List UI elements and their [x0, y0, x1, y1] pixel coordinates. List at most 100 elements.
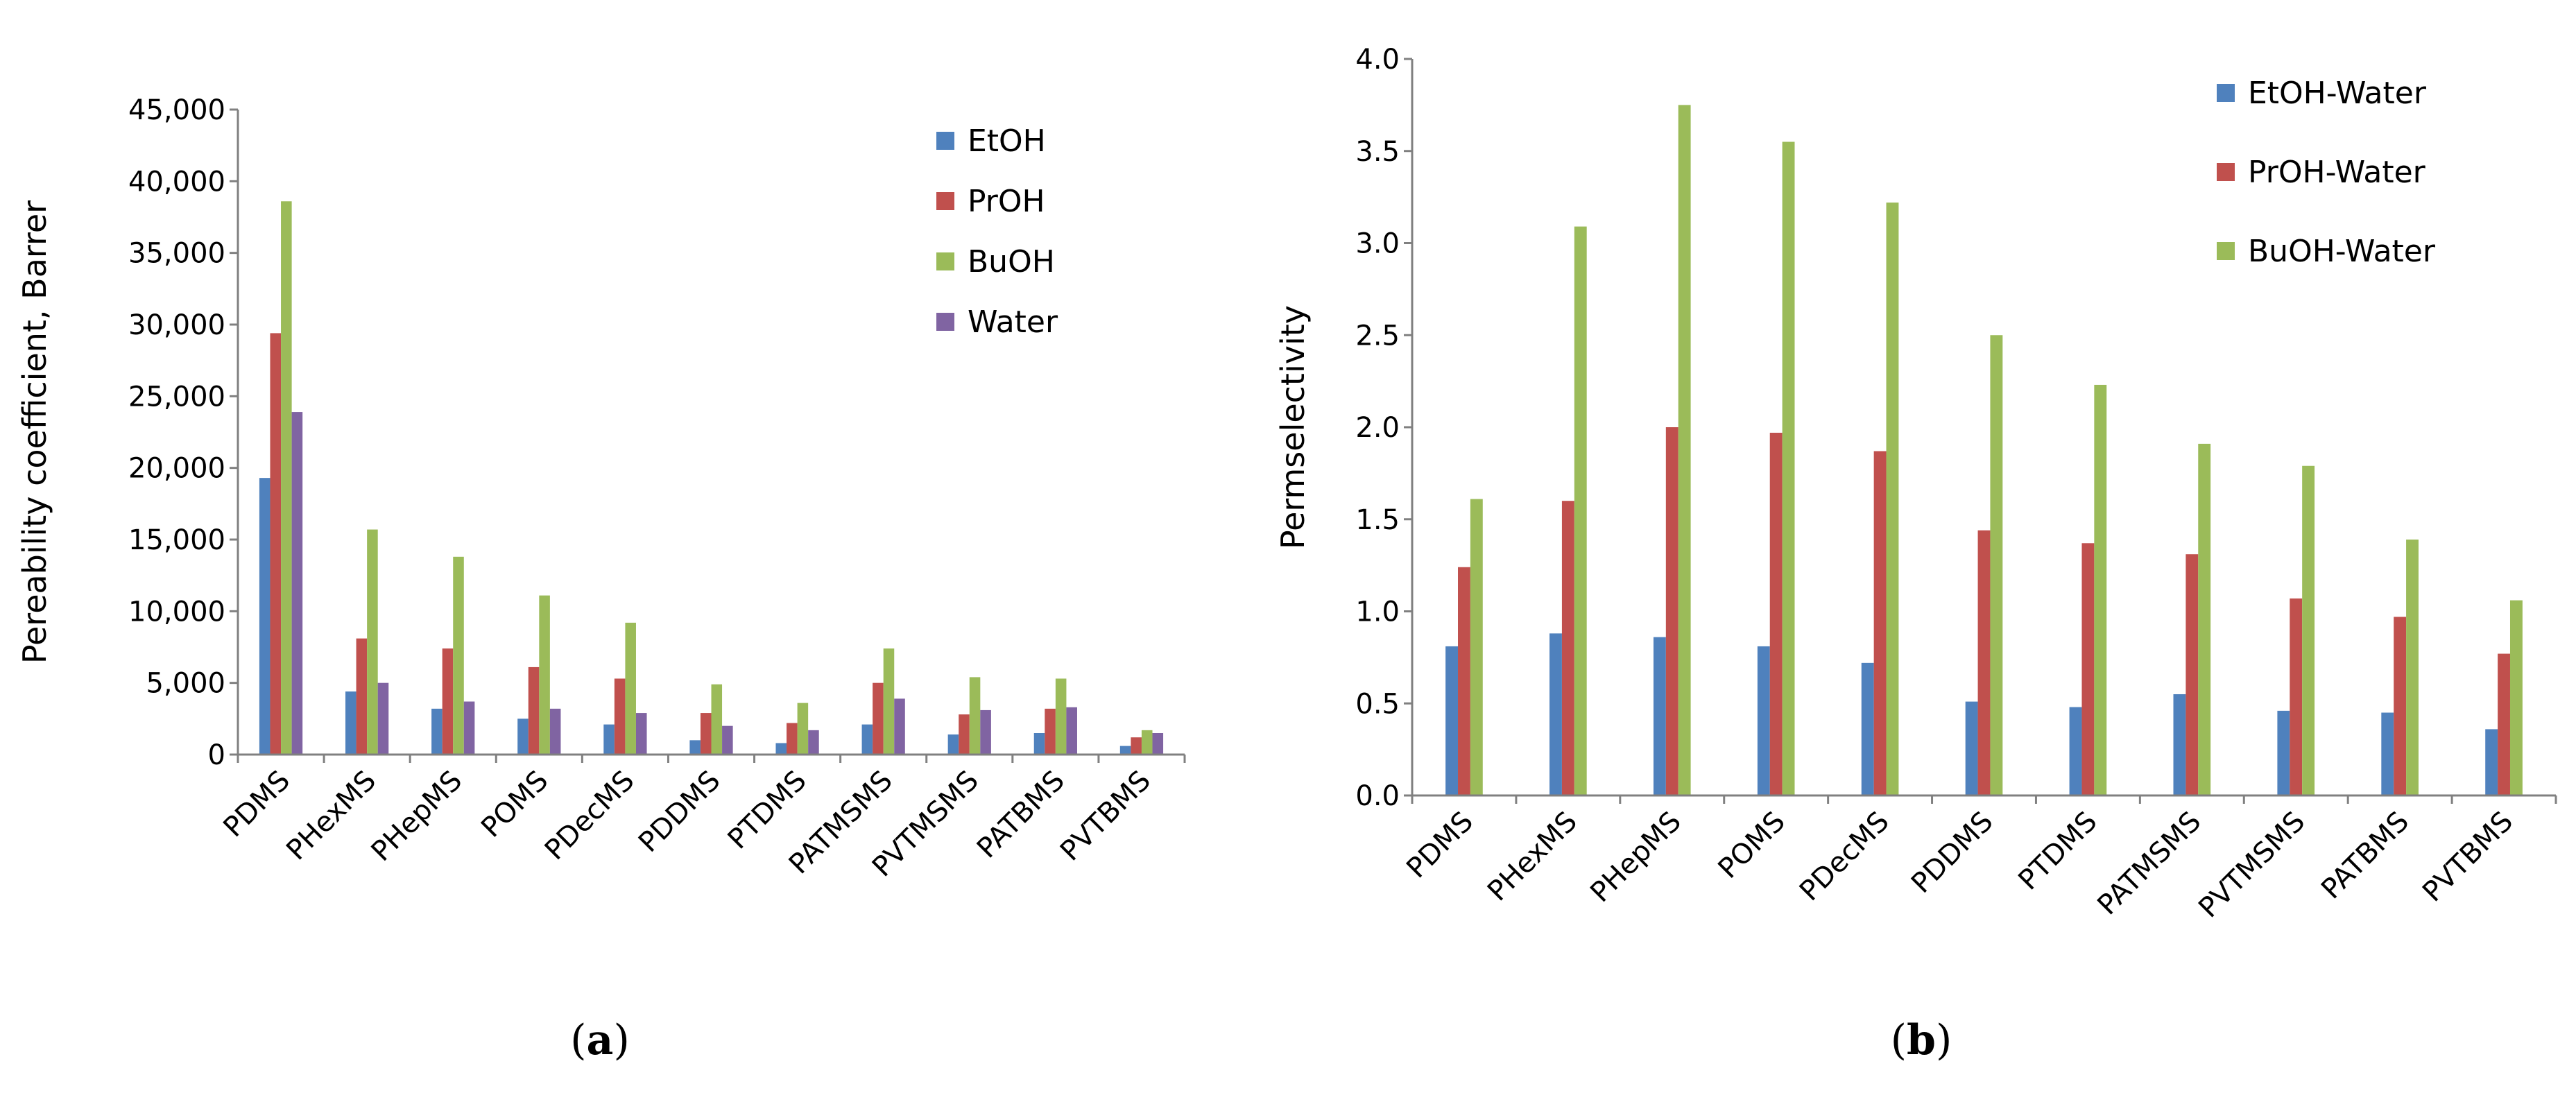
- y-tick-label: 1.0: [1355, 596, 1400, 628]
- bar-proh-phexms: [356, 638, 368, 755]
- bar-buoh-water-phexms: [1574, 226, 1587, 795]
- bar-etoh-poms: [517, 718, 529, 755]
- x-tick-label: PHepMS: [366, 765, 469, 868]
- bar-etoh-patmsms: [861, 724, 873, 755]
- legend-swatch: [936, 252, 954, 270]
- bar-proh-poms: [528, 666, 540, 755]
- bar-buoh-water-patmsms: [2198, 443, 2211, 795]
- bar-proh-pddms: [700, 713, 712, 755]
- bar-etoh-pvtmsms: [947, 734, 959, 755]
- bar-proh-pdms: [270, 333, 282, 755]
- bar-etoh-ptdms: [775, 743, 787, 755]
- bar-etoh-water-pvtbms: [2485, 729, 2498, 795]
- y-tick-label: 35,000: [128, 238, 225, 270]
- x-tick-label: PHexMS: [280, 765, 382, 867]
- bar-buoh-water-poms: [1782, 141, 1795, 796]
- bar-buoh-water-phepms: [1678, 105, 1691, 796]
- x-tick-label: PATMSMS: [2091, 806, 2207, 922]
- bar-buoh-water-pvtbms: [2509, 600, 2523, 795]
- bar-proh-water-pddms: [1977, 530, 1991, 795]
- bar-etoh-water-pdecms: [1861, 662, 1874, 795]
- y-tick-label: 45,000: [128, 94, 225, 126]
- panel-label: (a): [570, 1016, 630, 1065]
- bar-proh-pvtbms: [1131, 737, 1142, 755]
- y-tick-label: 25,000: [128, 381, 225, 413]
- legend-swatch: [936, 192, 954, 210]
- bar-proh-water-patmsms: [2186, 554, 2199, 795]
- bar-proh-water-pvtmsms: [2290, 598, 2303, 795]
- y-tick-label: 40,000: [128, 166, 225, 198]
- bar-buoh-pdecms: [625, 622, 636, 755]
- bar-proh-patbms: [1045, 708, 1056, 755]
- bar-buoh-pvtbms: [1141, 730, 1153, 755]
- bar-proh-pdecms: [614, 678, 626, 755]
- bar-buoh-pvtmsms: [969, 677, 981, 755]
- x-tick-label: PVTBMS: [2416, 806, 2519, 909]
- y-axis-title: Pereability coefficient, Barrer: [16, 200, 53, 664]
- y-tick-label: 15,000: [128, 524, 225, 556]
- x-tick-label: PDDMS: [1905, 806, 1999, 900]
- bar-etoh-pdms: [259, 478, 271, 755]
- bar-proh-water-pdms: [1458, 567, 1470, 795]
- bar-buoh-water-patbms: [2406, 539, 2419, 795]
- legend-label: Water: [968, 304, 1058, 340]
- bar-proh-water-phepms: [1665, 427, 1678, 795]
- legend-swatch: [936, 132, 954, 150]
- bar-water-pvtbms: [1152, 733, 1164, 755]
- bar-buoh-ptdms: [797, 703, 809, 755]
- bar-proh-phepms: [442, 648, 454, 755]
- y-tick-label: 2.0: [1355, 412, 1400, 444]
- bar-proh-water-pdecms: [1873, 451, 1887, 795]
- y-tick-label: 20,000: [128, 453, 225, 485]
- x-tick-label: PVTMSMS: [2192, 806, 2311, 924]
- bar-etoh-pdecms: [603, 724, 615, 755]
- bar-etoh-phexms: [345, 691, 357, 755]
- legend-label: EtOH: [968, 123, 1046, 159]
- bar-proh-water-pvtbms: [2498, 653, 2510, 795]
- bar-water-patbms: [1066, 707, 1077, 755]
- x-tick-label: PDDMS: [633, 765, 726, 859]
- legend: EtOH PrOH BuOH Water: [936, 123, 1058, 340]
- bars: [259, 201, 1164, 755]
- bar-water-patmsms: [894, 698, 905, 755]
- bar-etoh-water-ptdms: [2069, 707, 2082, 795]
- y-tick-label: 4.0: [1355, 44, 1400, 76]
- bar-etoh-pddms: [689, 740, 701, 755]
- legend-swatch: [936, 313, 954, 331]
- bar-etoh-phepms: [431, 708, 443, 755]
- x-tick-label: PTDMS: [2012, 806, 2103, 897]
- bar-buoh-water-pvtmsms: [2302, 465, 2315, 795]
- x-tick-label: POMS: [1712, 806, 1792, 885]
- bar-water-pvtmsms: [980, 709, 991, 755]
- bar-etoh-pvtbms: [1119, 746, 1131, 755]
- legend-label: PrOH-Water: [2248, 155, 2426, 190]
- bar-etoh-water-poms: [1757, 646, 1770, 795]
- y-tick-label: 3.0: [1355, 228, 1400, 260]
- x-tick-label: PHepMS: [1584, 806, 1688, 909]
- bar-buoh-patmsms: [883, 648, 895, 755]
- x-tick-label: PHexMS: [1482, 806, 1583, 908]
- bar-buoh-phexms: [367, 529, 378, 755]
- bar-water-phexms: [377, 682, 389, 755]
- bar-etoh-water-pddms: [1965, 701, 1978, 795]
- bar-water-pddms: [722, 725, 733, 755]
- legend: EtOH-Water PrOH-Water BuOH-Water: [2217, 76, 2436, 269]
- bar-buoh-poms: [539, 595, 550, 755]
- bar-proh-pvtmsms: [959, 714, 970, 755]
- y-tick-label: 3.5: [1355, 136, 1400, 168]
- x-tick-label: PDecMS: [539, 765, 641, 867]
- chart-panel-b: 0.0 0.5 1.0 1.5 2.0 2.5 3.0 3.5 4.0 PDMS PHexMS PHe…: [1274, 44, 2557, 1065]
- x-tick-label: PATBMS: [2315, 806, 2415, 906]
- bar-buoh-water-pdecms: [1886, 203, 1899, 796]
- bar-etoh-water-phepms: [1653, 637, 1666, 795]
- y-tick-label: 0: [208, 739, 225, 771]
- y-tick-label: 10,000: [128, 596, 225, 628]
- panel-label: (b): [1891, 1016, 1952, 1065]
- x-tick-label: PDecMS: [1794, 806, 1896, 908]
- x-tick-label: PDMS: [1400, 806, 1479, 885]
- bar-proh-water-patbms: [2394, 617, 2407, 795]
- bar-buoh-pdms: [281, 201, 292, 755]
- bar-etoh-water-pvtmsms: [2277, 710, 2290, 795]
- bar-water-ptdms: [808, 730, 819, 755]
